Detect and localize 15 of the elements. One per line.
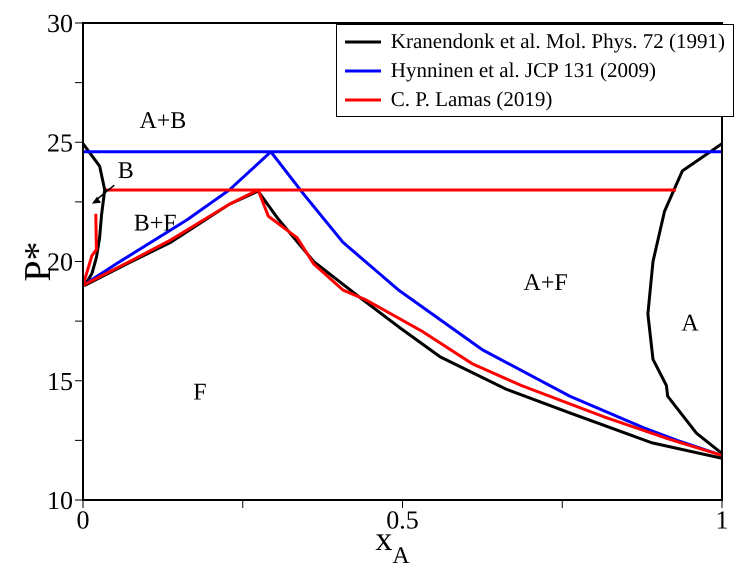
legend-label: Kranendonk et al. Mol. Phys. 72 (1991) (390, 29, 725, 54)
y-tick-label: 10 (47, 486, 73, 516)
annotation: A+F (524, 270, 568, 296)
y-tick-label: 15 (47, 366, 73, 396)
annotation: A+B (139, 108, 186, 134)
x-tick-label: 0 (76, 505, 90, 534)
annotation: B (118, 158, 134, 184)
annotation: A (681, 310, 700, 337)
x-tick-label: 1 (716, 505, 728, 534)
legend-label: Hynninen et al. JCP 131 (2009) (390, 58, 656, 83)
y-tick-label: 30 (47, 9, 73, 38)
y-tick-label: 25 (47, 128, 73, 158)
legend-label: C. P. Lamas (2019) (390, 87, 552, 112)
annotation: F (193, 380, 207, 406)
annotation: B+F (134, 210, 177, 236)
